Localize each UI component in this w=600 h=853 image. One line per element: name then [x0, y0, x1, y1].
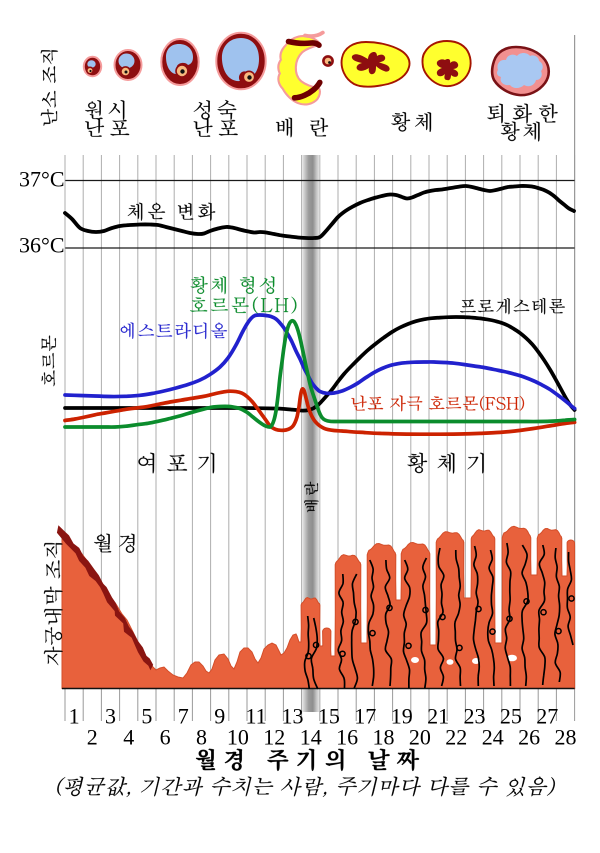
svg-text:27: 27: [536, 704, 558, 729]
svg-text:26: 26: [518, 725, 540, 750]
svg-text:16: 16: [336, 725, 358, 750]
svg-text:11: 11: [246, 704, 267, 729]
svg-text:23: 23: [464, 704, 486, 729]
svg-text:19: 19: [391, 704, 413, 729]
svg-text:3: 3: [105, 704, 116, 729]
svg-text:4: 4: [123, 725, 134, 750]
svg-text:18: 18: [373, 725, 395, 750]
svg-text:5: 5: [141, 704, 152, 729]
svg-text:9: 9: [214, 704, 225, 729]
svg-text:2: 2: [87, 725, 98, 750]
svg-text:37°C: 37°C: [19, 167, 64, 192]
svg-text:1: 1: [69, 704, 80, 729]
svg-text:6: 6: [160, 725, 171, 750]
svg-text:28: 28: [555, 725, 577, 750]
svg-text:36°C: 36°C: [19, 233, 64, 258]
svg-text:14: 14: [300, 725, 322, 750]
svg-text:21: 21: [427, 704, 449, 729]
svg-text:24: 24: [482, 725, 504, 750]
svg-text:22: 22: [445, 725, 467, 750]
svg-text:8: 8: [196, 725, 207, 750]
svg-text:20: 20: [409, 725, 431, 750]
svg-text:12: 12: [263, 725, 285, 750]
svg-text:17: 17: [354, 704, 376, 729]
svg-text:10: 10: [227, 725, 249, 750]
svg-text:25: 25: [500, 704, 522, 729]
svg-text:13: 13: [282, 704, 304, 729]
svg-text:15: 15: [318, 704, 340, 729]
svg-text:7: 7: [178, 704, 189, 729]
